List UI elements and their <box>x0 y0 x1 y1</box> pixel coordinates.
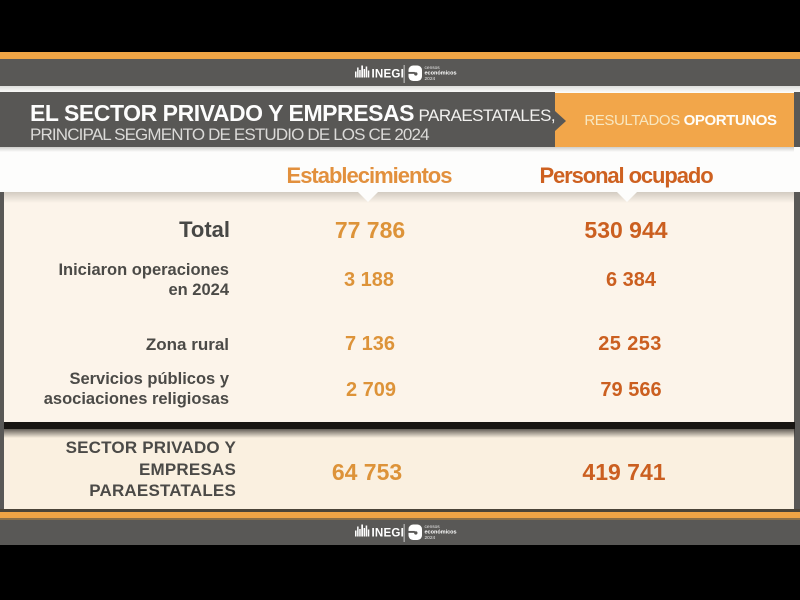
svg-text:INEGI: INEGI <box>372 67 405 80</box>
svg-text:económicos: económicos <box>425 70 457 76</box>
svg-text:económicos: económicos <box>425 529 457 535</box>
svg-text:censos: censos <box>425 525 441 530</box>
svg-text:INEGI: INEGI <box>372 526 405 539</box>
svg-text:2024: 2024 <box>425 535 436 541</box>
svg-text:2024: 2024 <box>425 76 436 82</box>
svg-text:censos: censos <box>425 66 441 71</box>
